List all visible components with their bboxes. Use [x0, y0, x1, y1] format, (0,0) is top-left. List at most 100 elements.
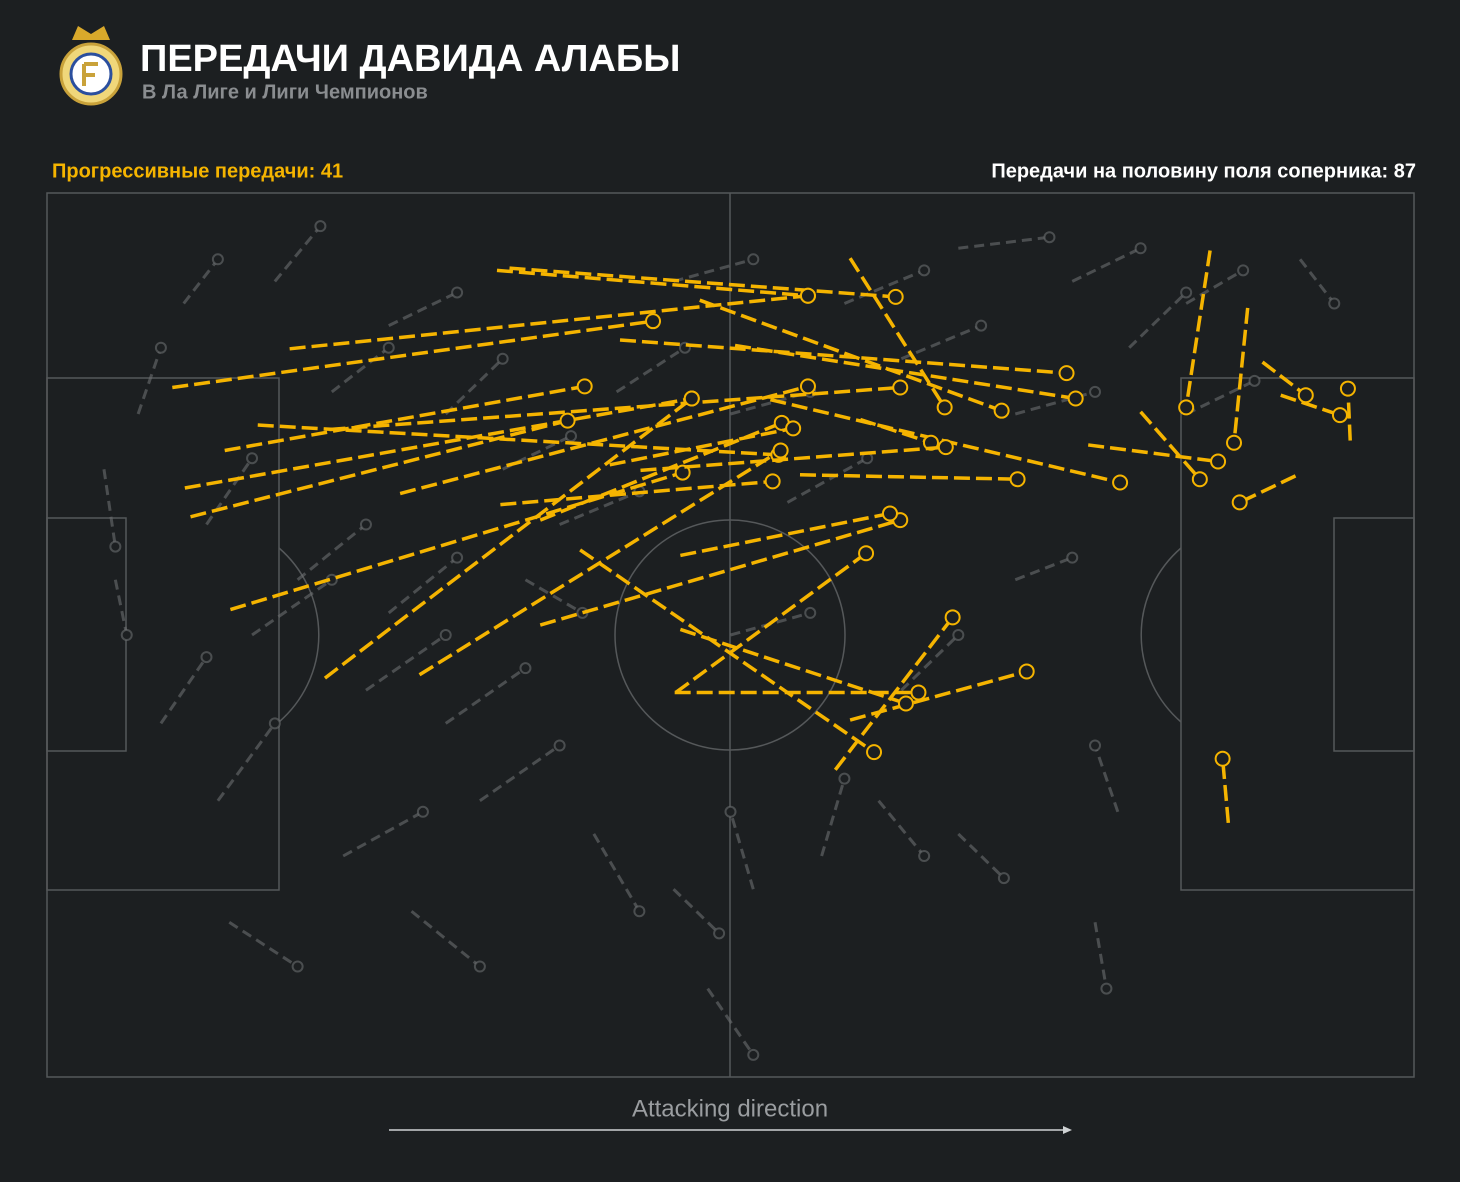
- pass-end: [154, 341, 167, 354]
- pass-end: [519, 662, 532, 675]
- progressive-pass-end: [772, 442, 789, 459]
- pass: [1071, 246, 1142, 283]
- pass: [365, 633, 447, 692]
- pass: [444, 357, 504, 416]
- pass: [388, 291, 458, 327]
- legend-label: Прогрессивные передачи: 41: [52, 160, 343, 182]
- pass-end: [713, 927, 726, 940]
- progressive-pass: [329, 385, 901, 432]
- pass: [113, 579, 129, 636]
- chart-subtitle: В Ла Лиге и Лиги Чемпионов: [142, 81, 428, 103]
- pass: [672, 888, 721, 935]
- pass-end: [1180, 286, 1193, 299]
- direction-arrow: [389, 1126, 1072, 1134]
- pass: [900, 633, 960, 692]
- pass: [136, 347, 163, 415]
- progressive-pass-end: [1226, 434, 1243, 451]
- progressive-pass-end: [1009, 471, 1026, 488]
- pitch: [46, 192, 1415, 1078]
- progressive-pass-end: [944, 609, 961, 626]
- pass: [673, 257, 754, 283]
- pass-end: [314, 220, 327, 233]
- progressive-pass: [849, 669, 1028, 722]
- pass-end: [439, 629, 452, 641]
- pass: [502, 434, 572, 471]
- pass-end: [747, 253, 760, 266]
- pass: [228, 921, 299, 968]
- pass: [877, 799, 926, 857]
- pass-end: [451, 286, 464, 299]
- pass-end: [473, 960, 486, 973]
- pass-end: [1248, 374, 1261, 387]
- pass-end: [451, 551, 464, 564]
- progressive-pass: [1238, 474, 1297, 504]
- progressive-pass-end: [1231, 494, 1248, 511]
- progressive-pass-end: [866, 744, 883, 761]
- pass: [1185, 379, 1256, 416]
- pass: [216, 722, 277, 802]
- pass-end: [838, 772, 851, 785]
- progressive-pass-end: [1058, 365, 1075, 382]
- progressive-pass-end: [1018, 663, 1035, 680]
- progressive-pass: [1280, 393, 1341, 417]
- progressive-pass-end: [897, 695, 914, 712]
- pass-end: [268, 717, 281, 730]
- progressive-pass-end: [799, 378, 816, 395]
- pass-end: [1134, 242, 1147, 255]
- progressive-pass: [509, 266, 896, 299]
- pass-end: [553, 739, 566, 752]
- progressive-pass-end: [937, 439, 954, 456]
- progressive-pass-end: [764, 473, 781, 490]
- pass: [479, 744, 561, 802]
- pass: [524, 578, 584, 615]
- pass-end: [120, 629, 133, 641]
- progressive-pass-end: [1067, 390, 1084, 407]
- pass: [296, 523, 367, 581]
- pass-end: [1089, 385, 1102, 398]
- progressive-pass-end: [1210, 453, 1227, 470]
- pass: [410, 910, 481, 968]
- progressive-pass: [1346, 388, 1352, 441]
- progressive-pass: [399, 384, 809, 496]
- pass: [559, 489, 640, 526]
- progressive-pass-end: [858, 545, 875, 562]
- pass: [102, 469, 117, 547]
- progressive-pass: [640, 445, 946, 473]
- progressive-pass: [1184, 250, 1212, 408]
- pass-end: [382, 341, 395, 354]
- pass: [729, 811, 755, 890]
- pass: [1093, 745, 1120, 813]
- progressive-pass: [674, 551, 868, 694]
- progressive-pass: [799, 473, 1018, 481]
- progressive-pass: [496, 268, 809, 298]
- progressive-pass: [579, 548, 876, 754]
- pass-end: [804, 606, 817, 619]
- progressive-pass: [1139, 410, 1202, 481]
- pass: [615, 346, 686, 394]
- pass-end: [200, 651, 213, 664]
- annotation: Передачи на половину поля соперника: 87: [991, 160, 1416, 182]
- pass-end: [211, 253, 224, 266]
- progressive-pass: [699, 298, 1003, 413]
- progressive-pass: [224, 384, 585, 453]
- progressive-pass-end: [1112, 474, 1129, 491]
- pass-end: [975, 319, 988, 332]
- pass: [251, 578, 333, 637]
- pass: [182, 258, 220, 305]
- pass: [444, 666, 527, 725]
- progressive-pass: [679, 627, 907, 706]
- pass: [957, 832, 1005, 880]
- pass-end: [496, 352, 509, 365]
- pass: [1298, 258, 1336, 305]
- pass-end: [1237, 264, 1250, 277]
- pass-end: [918, 850, 931, 862]
- progressive-pass-end: [674, 464, 691, 481]
- pass: [159, 656, 208, 725]
- pass-end: [1066, 551, 1079, 564]
- progressive-pass-end: [936, 399, 953, 416]
- progressive-pass: [609, 426, 794, 467]
- pass: [330, 346, 390, 394]
- progressive-pass-end: [993, 402, 1010, 419]
- progressive-pass-end: [683, 390, 700, 407]
